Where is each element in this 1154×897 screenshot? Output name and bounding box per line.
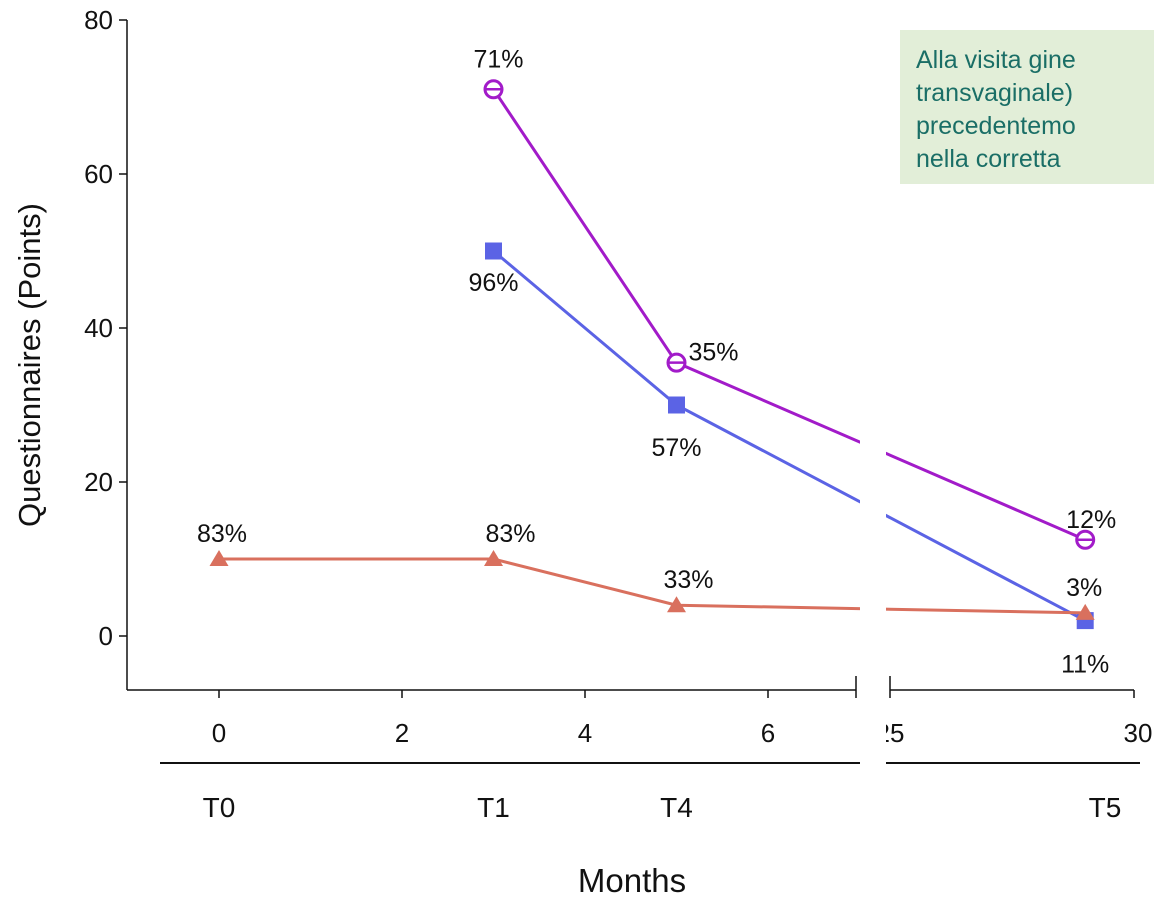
data-label: 3% <box>1066 574 1102 602</box>
note-line: nella corretta <box>916 145 1061 173</box>
data-label: 83% <box>485 520 535 548</box>
data-label: 71% <box>473 45 523 73</box>
data-point <box>668 396 685 414</box>
axis-break-gap <box>860 428 886 875</box>
series-triangle: 83% 83% 33% 3% <box>197 520 1102 620</box>
data-label: 96% <box>468 269 518 297</box>
data-label: 83% <box>197 520 247 548</box>
x-tick-label: 2 <box>395 718 409 748</box>
x-tick-label: 4 <box>578 718 592 748</box>
data-point <box>484 550 503 566</box>
timepoint-label: T4 <box>660 792 693 823</box>
y-tick-label: 40 <box>84 313 113 343</box>
x-tick-label: 30 <box>1124 718 1153 748</box>
note-line: precedentemo <box>916 112 1076 140</box>
series-line <box>492 249 1086 622</box>
timepoint-label: T0 <box>203 792 236 823</box>
y-tick-label: 80 <box>84 5 113 35</box>
timepoint-label: T5 <box>1089 792 1122 823</box>
note-box: Alla visita gine transvaginale) preceden… <box>900 30 1154 184</box>
data-label: 35% <box>689 339 739 367</box>
timepoint-label: T1 <box>477 792 510 823</box>
data-label: 57% <box>651 434 701 462</box>
note-line: Alla visita gine <box>916 46 1076 74</box>
data-point <box>209 550 229 566</box>
y-tick-label: 20 <box>84 467 113 497</box>
x-tick-label: 0 <box>212 718 226 748</box>
chart-series: 71% 35% 12% 96% 57% 11% 83% 83% 33% 3% <box>197 45 1116 875</box>
series-line <box>219 557 1086 615</box>
data-point <box>1075 603 1095 620</box>
data-label: 12% <box>1066 506 1116 534</box>
series-square: 96% 57% 11% <box>468 242 1109 679</box>
x-axis-label: Months <box>578 862 686 897</box>
data-label: 33% <box>663 566 713 594</box>
data-point <box>485 242 502 260</box>
axis-break-overlay <box>860 428 886 875</box>
x-tick-label: 6 <box>761 718 775 748</box>
y-tick-label: 60 <box>84 159 113 189</box>
data-point <box>667 596 686 613</box>
data-label: 11% <box>1061 651 1109 679</box>
series-circle-open: 71% 35% 12% <box>473 45 1116 550</box>
y-axis-label: Questionnaires (Points) <box>12 203 47 527</box>
note-line: transvaginale) <box>916 79 1074 107</box>
y-tick-label: 0 <box>99 621 113 651</box>
